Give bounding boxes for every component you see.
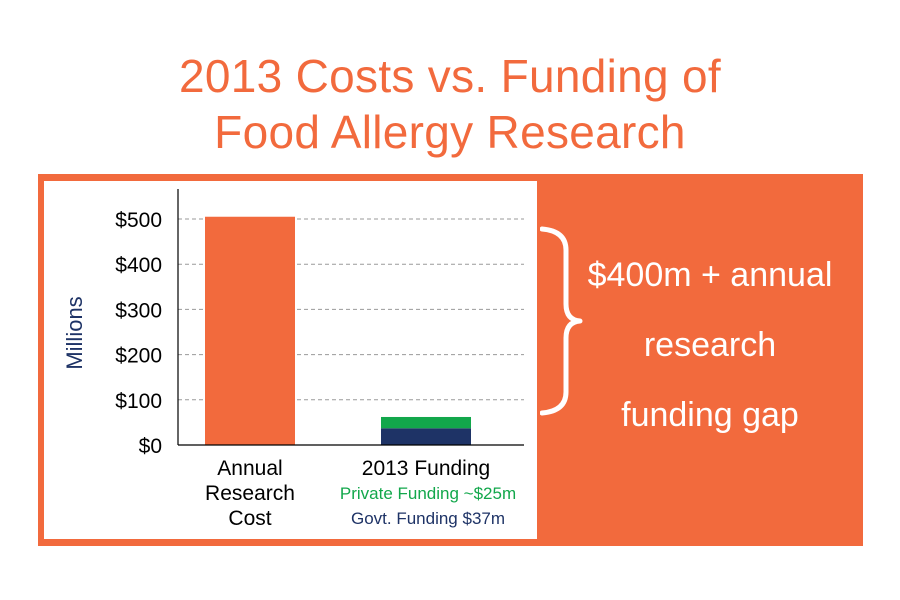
chart-title-line-2: Food Allergy Research bbox=[214, 106, 686, 158]
x-tick-label: Cost bbox=[228, 507, 271, 530]
govt-funding-label: Govt. Funding $37m bbox=[351, 509, 505, 528]
x-tick-label: Research bbox=[205, 482, 295, 505]
y-tick-label: $400 bbox=[115, 254, 162, 277]
y-tick-label: $100 bbox=[115, 390, 162, 413]
bars bbox=[205, 216, 471, 445]
gap-line-1: $400m + annual bbox=[587, 256, 833, 294]
chart-title: 2013 Costs vs. Funding of Food Allergy R… bbox=[0, 48, 900, 160]
y-axis-label: Millions bbox=[62, 296, 87, 369]
private-funding-label: Private Funding ~$25m bbox=[340, 484, 516, 503]
gap-line-2: research bbox=[643, 326, 777, 364]
chart-area: $0 $100 $200 $300 $400 $500 Millions Annual Re… bbox=[44, 181, 537, 539]
bar-chart: $0 $100 $200 $300 $400 $500 Millions AnnualRe… bbox=[62, 189, 524, 530]
brace-icon bbox=[540, 226, 583, 416]
y-tick-label: $500 bbox=[115, 209, 162, 232]
bar-segment bbox=[381, 416, 471, 429]
x-tick-label: Annual bbox=[217, 457, 282, 480]
y-tick-label: $300 bbox=[115, 299, 162, 322]
y-tick-label: $0 bbox=[139, 435, 162, 458]
funding-gap-annotation: $400m + annual research funding gap bbox=[560, 240, 860, 450]
bar-segment bbox=[205, 216, 295, 445]
chart-title-line-1: 2013 Costs vs. Funding of bbox=[179, 50, 721, 102]
y-tick-label: $200 bbox=[115, 345, 162, 368]
y-tick-labels: $0 $100 $200 $300 $400 $500 bbox=[115, 209, 162, 458]
x-tick-label: 2013 Funding bbox=[362, 457, 490, 480]
bar-segment bbox=[381, 428, 471, 445]
gap-line-3: funding gap bbox=[621, 396, 799, 434]
